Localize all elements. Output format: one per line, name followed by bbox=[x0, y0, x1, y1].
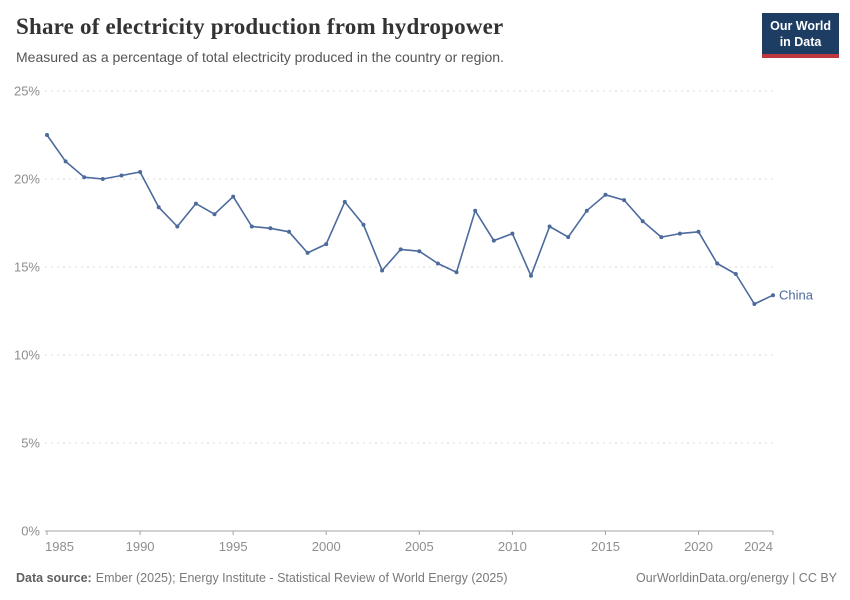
x-axis-tick-label: 2020 bbox=[684, 539, 713, 554]
x-axis-tick-label: 1985 bbox=[45, 539, 74, 554]
data-point-2006[interactable] bbox=[435, 261, 440, 266]
y-axis-tick-label: 20% bbox=[14, 172, 40, 187]
data-point-1998[interactable] bbox=[287, 229, 291, 234]
data-point-1985[interactable] bbox=[45, 133, 49, 137]
owid-logo[interactable]: Our World in Data bbox=[762, 13, 839, 59]
data-point-2014[interactable] bbox=[584, 208, 589, 213]
data-source-text: Ember (2025); Energy Institute - Statist… bbox=[95, 571, 508, 585]
data-point-1988[interactable] bbox=[100, 177, 105, 181]
data-point-2018[interactable] bbox=[659, 235, 664, 240]
data-point-1989[interactable] bbox=[119, 173, 124, 178]
y-axis-tick-label: 10% bbox=[14, 348, 40, 363]
data-point-1994[interactable] bbox=[212, 212, 217, 217]
data-source-label: Data source: bbox=[16, 571, 92, 585]
x-axis-tick-label: 2005 bbox=[405, 539, 434, 554]
x-axis-tick-label: 1995 bbox=[219, 539, 248, 554]
data-point-2017[interactable] bbox=[640, 219, 645, 224]
data-point-2008[interactable] bbox=[473, 208, 478, 213]
data-point-1996[interactable] bbox=[249, 224, 254, 229]
data-point-2010[interactable] bbox=[510, 231, 515, 236]
data-point-1991[interactable] bbox=[156, 205, 161, 210]
series-end-label[interactable]: China bbox=[779, 288, 814, 303]
data-point-2009[interactable] bbox=[491, 238, 496, 243]
x-axis-tick-label: 2010 bbox=[498, 539, 527, 554]
data-point-2002[interactable] bbox=[361, 222, 366, 227]
data-point-2012[interactable] bbox=[547, 224, 552, 229]
data-point-2000[interactable] bbox=[324, 242, 329, 247]
data-point-2016[interactable] bbox=[622, 198, 627, 203]
data-point-2021[interactable] bbox=[715, 261, 720, 266]
data-point-2020[interactable] bbox=[696, 229, 701, 234]
data-point-1986[interactable] bbox=[63, 159, 68, 164]
credit-link[interactable]: OurWorldinData.org/energy | CC BY bbox=[635, 571, 837, 585]
y-axis-tick-label: 0% bbox=[21, 524, 40, 539]
data-point-2023[interactable] bbox=[752, 302, 757, 306]
data-point-2019[interactable] bbox=[677, 231, 682, 236]
owid-logo-line2: in Data bbox=[779, 34, 822, 49]
chart-header: Share of electricity production from hyd… bbox=[16, 14, 504, 65]
x-axis-tick-label: 2015 bbox=[591, 539, 620, 554]
data-point-1997[interactable] bbox=[268, 226, 273, 231]
owid-logo-line1: Our World bbox=[770, 19, 831, 33]
data-point-1990[interactable] bbox=[138, 170, 143, 174]
data-point-1987[interactable] bbox=[82, 175, 87, 180]
data-point-2022[interactable] bbox=[733, 272, 738, 276]
y-axis-tick-label: 15% bbox=[14, 260, 40, 275]
data-point-2007[interactable] bbox=[454, 270, 459, 275]
y-axis-tick-label: 25% bbox=[14, 84, 40, 99]
data-point-2004[interactable] bbox=[398, 247, 403, 252]
x-axis-tick-label: 2000 bbox=[312, 539, 341, 554]
series-line-china[interactable] bbox=[46, 134, 774, 305]
data-point-2001[interactable] bbox=[342, 199, 347, 204]
x-axis-tick-label: 1990 bbox=[126, 539, 155, 554]
data-point-1992[interactable] bbox=[175, 224, 180, 229]
data-point-2005[interactable] bbox=[417, 249, 422, 254]
page-title: Share of electricity production from hyd… bbox=[16, 14, 504, 39]
data-point-2015[interactable] bbox=[603, 192, 608, 197]
data-point-2011[interactable] bbox=[529, 273, 533, 278]
x-axis-tick-label: 2024 bbox=[744, 539, 773, 554]
data-point-2013[interactable] bbox=[566, 235, 571, 240]
page-subtitle: Measured as a percentage of total electr… bbox=[16, 49, 504, 65]
chart-footer: Data source: Ember (2025); Energy Institu… bbox=[16, 571, 837, 585]
data-point-2024[interactable] bbox=[771, 293, 775, 298]
data-point-1993[interactable] bbox=[193, 201, 198, 206]
data-point-1995[interactable] bbox=[231, 194, 236, 199]
data-source: Data source: Ember (2025); Energy Institu… bbox=[16, 571, 507, 585]
data-point-1999[interactable] bbox=[305, 250, 310, 255]
data-point-2003[interactable] bbox=[380, 268, 385, 273]
y-axis-tick-label: 5% bbox=[21, 436, 40, 451]
